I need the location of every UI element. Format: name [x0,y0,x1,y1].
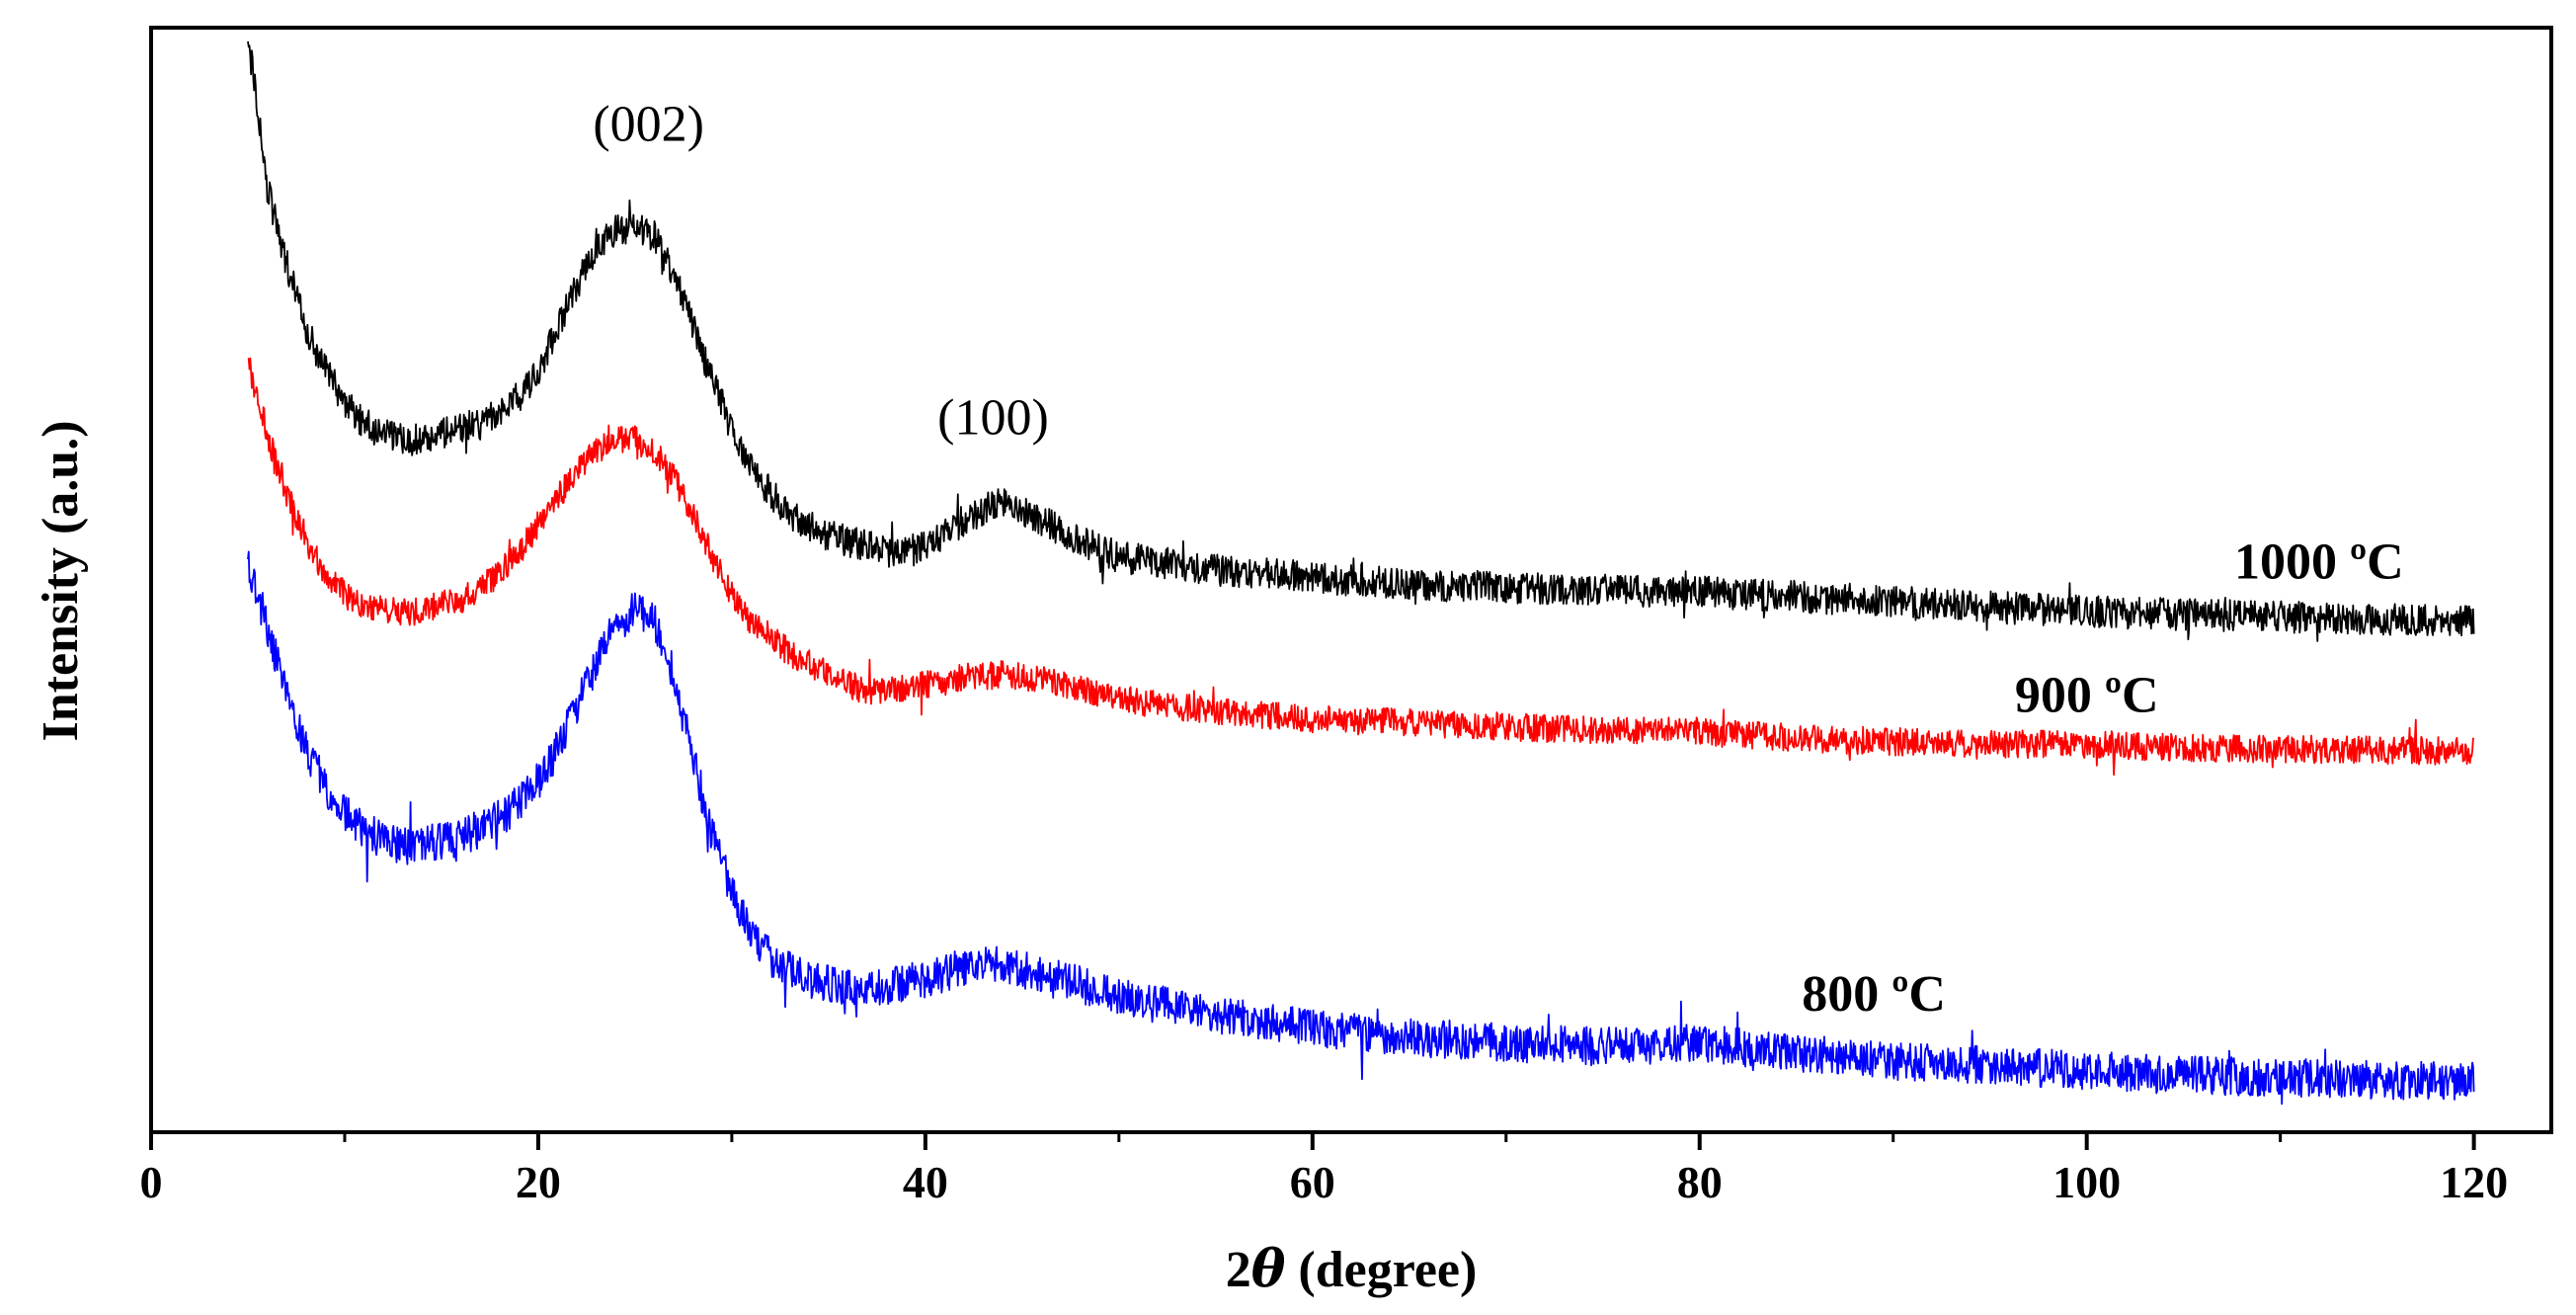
x-tick-label: 60 [1290,1157,1335,1207]
series-label: 1000 ºC [2234,534,2404,590]
series-layer [247,41,2475,1106]
peak-label: (100) [937,390,1049,447]
x-tick-label: 40 [903,1157,948,1207]
series-line [247,41,2475,642]
x-axis-title: 2θ (degree) [1226,1239,1478,1299]
peak-label: (002) [593,97,704,153]
y-axis-title: Intensity (a.u.) [33,420,89,741]
x-tick-label: 20 [516,1157,561,1207]
peak-annotations: (002) (100) [593,97,1048,447]
series-line [247,550,2475,1106]
x-tick-label: 100 [2053,1157,2121,1207]
plot-frame [149,26,2553,1134]
label-layer: 1000 ºC 900 ºC 800 ºC [1802,534,2403,1022]
series-label: 900 ºC [2015,667,2159,723]
x-tick-label: 80 [1677,1157,1723,1207]
x-axis-ticks: 0 20 40 60 80 100 120 [140,1132,2508,1207]
theta-symbol: θ [1251,1239,1286,1299]
series-label: 800 ºC [1802,966,1946,1023]
series-line [247,357,2475,777]
x-tick-label: 120 [2440,1157,2508,1207]
x-tick-label: 0 [140,1157,163,1207]
